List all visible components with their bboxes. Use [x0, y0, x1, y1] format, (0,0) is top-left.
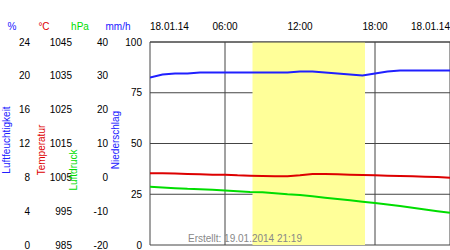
svg-text:Temperatur: Temperatur [36, 124, 47, 175]
svg-text:mm/h: mm/h [106, 21, 131, 32]
svg-text:4: 4 [24, 206, 30, 217]
svg-text:995: 995 [55, 206, 72, 217]
svg-text:30: 30 [97, 70, 109, 81]
svg-text:24: 24 [19, 37, 31, 48]
svg-text:10: 10 [97, 138, 109, 149]
svg-text:25: 25 [131, 189, 143, 200]
svg-text:0: 0 [136, 240, 142, 250]
svg-text:1015: 1015 [50, 138, 73, 149]
svg-text:18.01.14: 18.01.14 [411, 21, 442, 32]
svg-text:1045: 1045 [50, 37, 73, 48]
svg-text:1025: 1025 [50, 104, 73, 115]
svg-text:Erstellt: 19.01.2014 21:19: Erstellt: 19.01.2014 21:19 [188, 233, 302, 244]
svg-text:50: 50 [131, 138, 143, 149]
svg-text:100: 100 [125, 37, 142, 48]
svg-text:985: 985 [55, 240, 72, 250]
svg-text:Niederschlag: Niederschlag [110, 111, 121, 169]
svg-text:hPa: hPa [71, 21, 89, 32]
svg-text:75: 75 [131, 87, 143, 98]
svg-text:18:00: 18:00 [362, 21, 387, 32]
svg-text:20: 20 [97, 104, 109, 115]
svg-text:20: 20 [19, 70, 31, 81]
svg-text:12:00: 12:00 [287, 21, 312, 32]
svg-text:-20: -20 [94, 240, 109, 250]
svg-text:0: 0 [24, 240, 30, 250]
svg-text:Luftfeuchtigkeit: Luftfeuchtigkeit [8, 106, 12, 173]
svg-text:18.01.14: 18.01.14 [150, 21, 189, 32]
svg-text:-10: -10 [94, 206, 109, 217]
svg-text:16: 16 [19, 104, 31, 115]
svg-text:40: 40 [97, 37, 109, 48]
svg-text:Luftdruck: Luftdruck [68, 148, 79, 190]
svg-text:%: % [8, 21, 17, 32]
svg-text:8: 8 [24, 172, 30, 183]
svg-text:12: 12 [19, 138, 31, 149]
svg-text:1035: 1035 [50, 70, 73, 81]
svg-text:°C: °C [38, 21, 49, 32]
svg-text:0: 0 [102, 172, 108, 183]
svg-text:06:00: 06:00 [212, 21, 237, 32]
svg-text:1005: 1005 [50, 172, 73, 183]
